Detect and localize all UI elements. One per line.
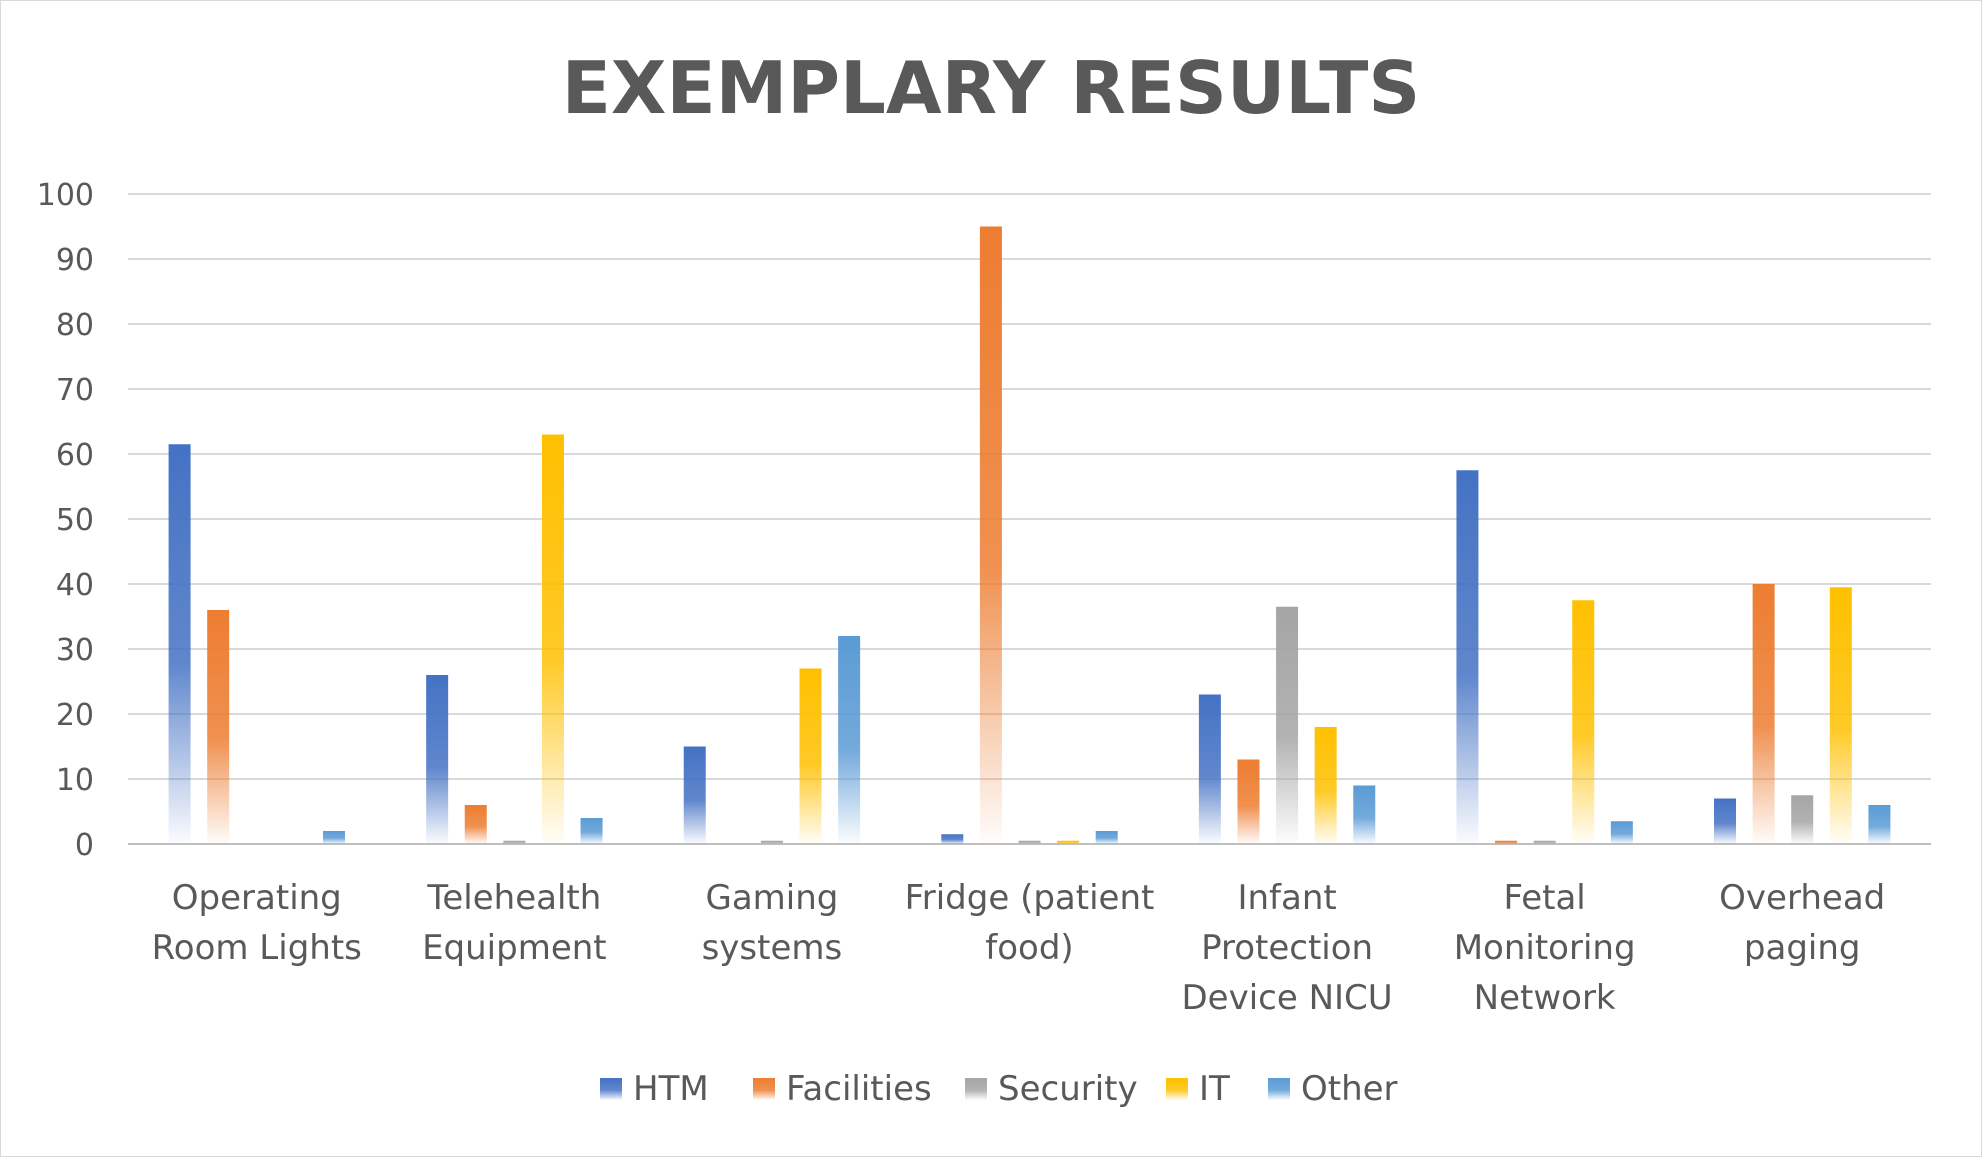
x-category-label: Infant Protection Device NICU [1181,878,1392,1018]
bar-htm-1 [426,675,449,844]
bar-security-3 [1018,840,1041,844]
legend-swatch-security [965,1078,987,1100]
y-tick-label: 80 [56,308,94,343]
x-category-line: food) [985,928,1073,968]
x-category-line: Device NICU [1181,978,1392,1018]
bar-facilities-0 [207,610,230,844]
bar-facilities-3 [979,226,1002,844]
x-category-line: Monitoring [1454,928,1636,968]
x-category-line: Operating [172,878,342,918]
x-category-label: Overhead paging [1719,878,1885,968]
bar-it-4 [1314,727,1337,844]
bar-facilities-5 [1495,840,1518,844]
chart-title: EXEMPLARY RESULTS [562,46,1420,130]
y-axis-ticks: 0 10 20 30 40 50 60 70 80 90 100 [37,178,94,863]
x-category-label: Fetal Monitoring Network [1454,878,1636,1018]
y-tick-label: 90 [56,243,94,278]
x-category-line: systems [702,928,843,968]
y-tick-label: 10 [56,763,94,798]
bar-it-3 [1057,840,1080,844]
x-category-line: Overhead [1719,878,1885,918]
bar-it-5 [1572,600,1595,844]
y-tick-label: 30 [56,633,94,668]
legend: HTM Facilities Security IT Other [600,1069,1398,1109]
x-category-line: Room Lights [152,928,362,968]
bar-htm-2 [683,746,706,844]
x-category-label: Fridge (patient food) [905,878,1155,968]
bar-htm-6 [1714,798,1737,844]
bar-other-4 [1353,785,1376,844]
bar-it-2 [799,668,822,844]
bar-it-6 [1829,587,1852,844]
x-category-line: Gaming [705,878,838,918]
x-category-line: Protection [1201,928,1373,968]
legend-label-security: Security [998,1069,1138,1109]
x-category-line: paging [1744,928,1861,968]
y-tick-label: 100 [37,178,94,213]
gridlines [128,193,1931,845]
legend-label-it: IT [1199,1069,1230,1109]
bar-it-1 [541,434,564,844]
y-tick-label: 0 [75,828,94,863]
bar-htm-4 [1198,694,1221,844]
bar-other-6 [1868,805,1891,844]
x-category-line: Equipment [422,928,607,968]
legend-label-htm: HTM [633,1069,709,1109]
x-category-line: Infant [1237,878,1336,918]
legend-swatch-it [1166,1078,1188,1100]
bar-security-6 [1791,795,1814,844]
bars [168,226,1891,844]
bar-htm-3 [941,834,964,844]
y-tick-label: 50 [56,503,94,538]
y-tick-label: 70 [56,373,94,408]
y-tick-label: 20 [56,698,94,733]
bar-security-2 [760,840,783,844]
x-category-label: Gaming systems [702,878,843,968]
bar-facilities-6 [1752,584,1775,844]
bar-facilities-1 [464,805,487,844]
bar-htm-5 [1456,470,1479,844]
legend-swatch-htm [600,1078,622,1100]
x-category-line: Fetal [1504,878,1586,918]
legend-label-facilities: Facilities [786,1069,932,1109]
bar-security-4 [1276,606,1299,844]
x-category-line: Telehealth [426,878,601,918]
legend-label-other: Other [1301,1069,1398,1109]
bar-other-2 [838,636,861,844]
bar-other-0 [322,831,345,844]
x-category-line: Fridge (patient [905,878,1155,918]
y-tick-label: 40 [56,568,94,603]
bar-security-5 [1533,840,1556,844]
bar-htm-0 [168,444,191,844]
bar-other-3 [1095,831,1118,844]
x-category-line: Network [1474,978,1616,1018]
y-tick-label: 60 [56,438,94,473]
bar-facilities-4 [1237,759,1260,844]
bar-other-1 [580,818,603,844]
x-axis-categories: Operating Room Lights Telehealth Equipment G… [152,878,1886,1018]
legend-swatch-other [1268,1078,1290,1100]
legend-swatch-facilities [753,1078,775,1100]
x-category-label: Telehealth Equipment [422,878,607,968]
x-category-label: Operating Room Lights [152,878,362,968]
bar-other-5 [1610,821,1633,844]
bar-security-1 [503,840,526,844]
